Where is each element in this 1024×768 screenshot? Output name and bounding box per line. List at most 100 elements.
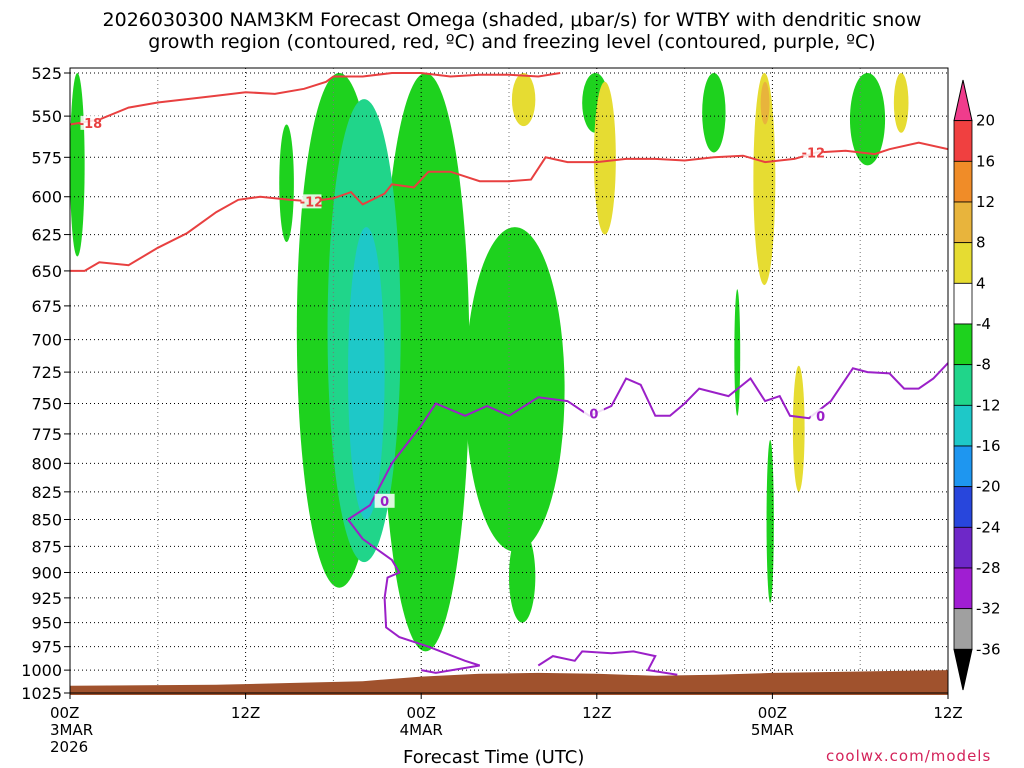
x-tick-label-12-0: 12Z xyxy=(231,704,260,722)
colorbar-swatch-8 xyxy=(953,404,973,447)
chart-title-line1: 2026030300 NAM3KM Forecast Omega (shaded… xyxy=(102,9,922,31)
omega-region-3 xyxy=(381,73,470,652)
colorbar-swatch-2 xyxy=(953,160,973,203)
chart-title-line2: growth region (contoured, red, ºC) and f… xyxy=(148,31,876,53)
omega-region-1 xyxy=(279,124,294,242)
colorbar-label-4: 4 xyxy=(976,274,986,292)
colorbar-label-11: -28 xyxy=(976,559,1001,577)
y-tick-label-1000: 1000 xyxy=(21,661,62,680)
colorbar-swatch-12 xyxy=(953,567,973,610)
colorbar-swatch-4 xyxy=(953,242,973,284)
omega-region-7 xyxy=(702,73,726,153)
colorbar-swatch-14 xyxy=(953,648,973,691)
y-tick-label-550: 550 xyxy=(31,107,62,126)
colorbar-label-12: -32 xyxy=(976,600,1001,618)
omega-region-0 xyxy=(70,72,85,257)
x-tick-label-48-0: 00Z xyxy=(758,704,787,722)
colorbar-label-10: -24 xyxy=(976,518,1001,536)
contour-label-bg-4 xyxy=(583,406,604,421)
colorbar-swatch-3 xyxy=(953,201,973,244)
x-tick-label-0-0: 00Z xyxy=(50,704,79,722)
colorbar-swatch-0 xyxy=(953,79,973,122)
y-tick-label-900: 900 xyxy=(31,563,62,582)
freezing-level-tail-0 xyxy=(347,518,481,674)
y-tick-label-725: 725 xyxy=(31,363,62,382)
contour-label-3: 0 xyxy=(380,495,389,510)
plot-axes xyxy=(69,67,949,694)
colorbar-swatch-1 xyxy=(953,120,973,162)
contour-label-bg-5 xyxy=(810,408,831,423)
y-axis-tick-labels: 525 550 575 600 625 650 675 700 725 750 775 800 825 8… xyxy=(21,64,70,703)
plot-grid xyxy=(69,68,949,694)
y-tick-label-600: 600 xyxy=(31,188,62,207)
colorbar-label-9: -20 xyxy=(976,478,1001,496)
colorbar-swatch-5 xyxy=(953,282,973,325)
y-tick-label-850: 850 xyxy=(31,511,62,530)
colorbar-swatch-6 xyxy=(953,323,973,366)
y-tick-label-625: 625 xyxy=(31,226,62,245)
contour-label-bg-3 xyxy=(374,493,395,508)
colorbar-swatch-7 xyxy=(953,364,973,406)
colorbar-label-8: -16 xyxy=(976,437,1001,455)
contour-line-1 xyxy=(70,72,561,126)
contour-label-2: -12 xyxy=(802,146,826,161)
x-tick-label-24-1: 4MAR xyxy=(400,721,443,739)
colorbar-label-6: -8 xyxy=(976,356,991,374)
omega-region-16 xyxy=(792,365,805,492)
y-tick-label-875: 875 xyxy=(31,537,62,556)
plot-frame xyxy=(69,67,949,694)
colorbar-label-13: -36 xyxy=(976,640,1001,658)
y-tick-label-975: 975 xyxy=(31,638,62,657)
x-tick-label-60-0: 12Z xyxy=(933,704,962,722)
colorbar-label-5: -4 xyxy=(976,315,991,333)
omega-region-5 xyxy=(508,530,536,623)
credit-text: coolwx.com/models xyxy=(826,747,992,765)
contour-label-0: -18 xyxy=(79,117,103,132)
x-tick-label-36-0: 12Z xyxy=(582,704,611,722)
colorbar-label-3: 8 xyxy=(976,234,986,252)
colorbar-label-1: 16 xyxy=(976,152,995,170)
contour-line-3 xyxy=(347,362,948,521)
y-tick-label-825: 825 xyxy=(31,483,62,502)
x-tick-label-0-1: 3MAR xyxy=(50,721,93,739)
contour-lines: -18 -12 -12 0 0 0 xyxy=(70,72,948,676)
omega-region-13 xyxy=(511,73,536,127)
y-tick-label-800: 800 xyxy=(31,454,62,473)
colorbar-swatch-9 xyxy=(953,445,973,488)
colorbar-swatch-11 xyxy=(953,526,973,569)
y-tick-label-700: 700 xyxy=(31,331,62,350)
y-tick-label-775: 775 xyxy=(31,425,62,444)
colorbar-label-2: 12 xyxy=(976,193,995,211)
omega-region-4 xyxy=(465,227,565,552)
colorbar-label-7: -12 xyxy=(976,396,1001,414)
y-tick-label-675: 675 xyxy=(31,297,62,316)
colorbar-label-0: 20 xyxy=(976,112,995,130)
omega-region-8 xyxy=(734,289,741,416)
contour-label-1: -12 xyxy=(300,195,324,210)
contour-label-4: 0 xyxy=(589,407,598,422)
y-tick-label-950: 950 xyxy=(31,614,62,633)
y-tick-label-525: 525 xyxy=(31,64,62,83)
y-tick-label-750: 750 xyxy=(31,395,62,414)
omega-region-12 xyxy=(348,227,385,520)
omega-shading xyxy=(70,72,909,652)
contour-label-bg-2 xyxy=(803,145,824,160)
x-axis-title: Forecast Time (UTC) xyxy=(403,747,585,768)
contour-label-bg-1 xyxy=(301,194,322,209)
x-tick-label-48-1: 5MAR xyxy=(751,721,794,739)
omega-region-10 xyxy=(849,73,886,166)
y-tick-label-650: 650 xyxy=(31,262,62,281)
contour-label-bg-0 xyxy=(80,115,101,130)
contour-line-2 xyxy=(70,141,948,272)
colorbar-swatch-13 xyxy=(953,608,973,650)
colorbar-swatch-10 xyxy=(953,486,973,528)
omega-region-18 xyxy=(760,81,770,125)
x-tick-label-24-0: 00Z xyxy=(407,704,436,722)
colorbar: 20 16 12 8 4 -4 -8 -12 -16 -20 -24 -28 -32 -36 xyxy=(953,79,1001,691)
y-tick-label-575: 575 xyxy=(31,148,62,167)
x-tick-label-0-2: 2026 xyxy=(50,738,88,756)
contour-label-5: 0 xyxy=(816,410,825,425)
omega-region-15 xyxy=(753,72,776,286)
